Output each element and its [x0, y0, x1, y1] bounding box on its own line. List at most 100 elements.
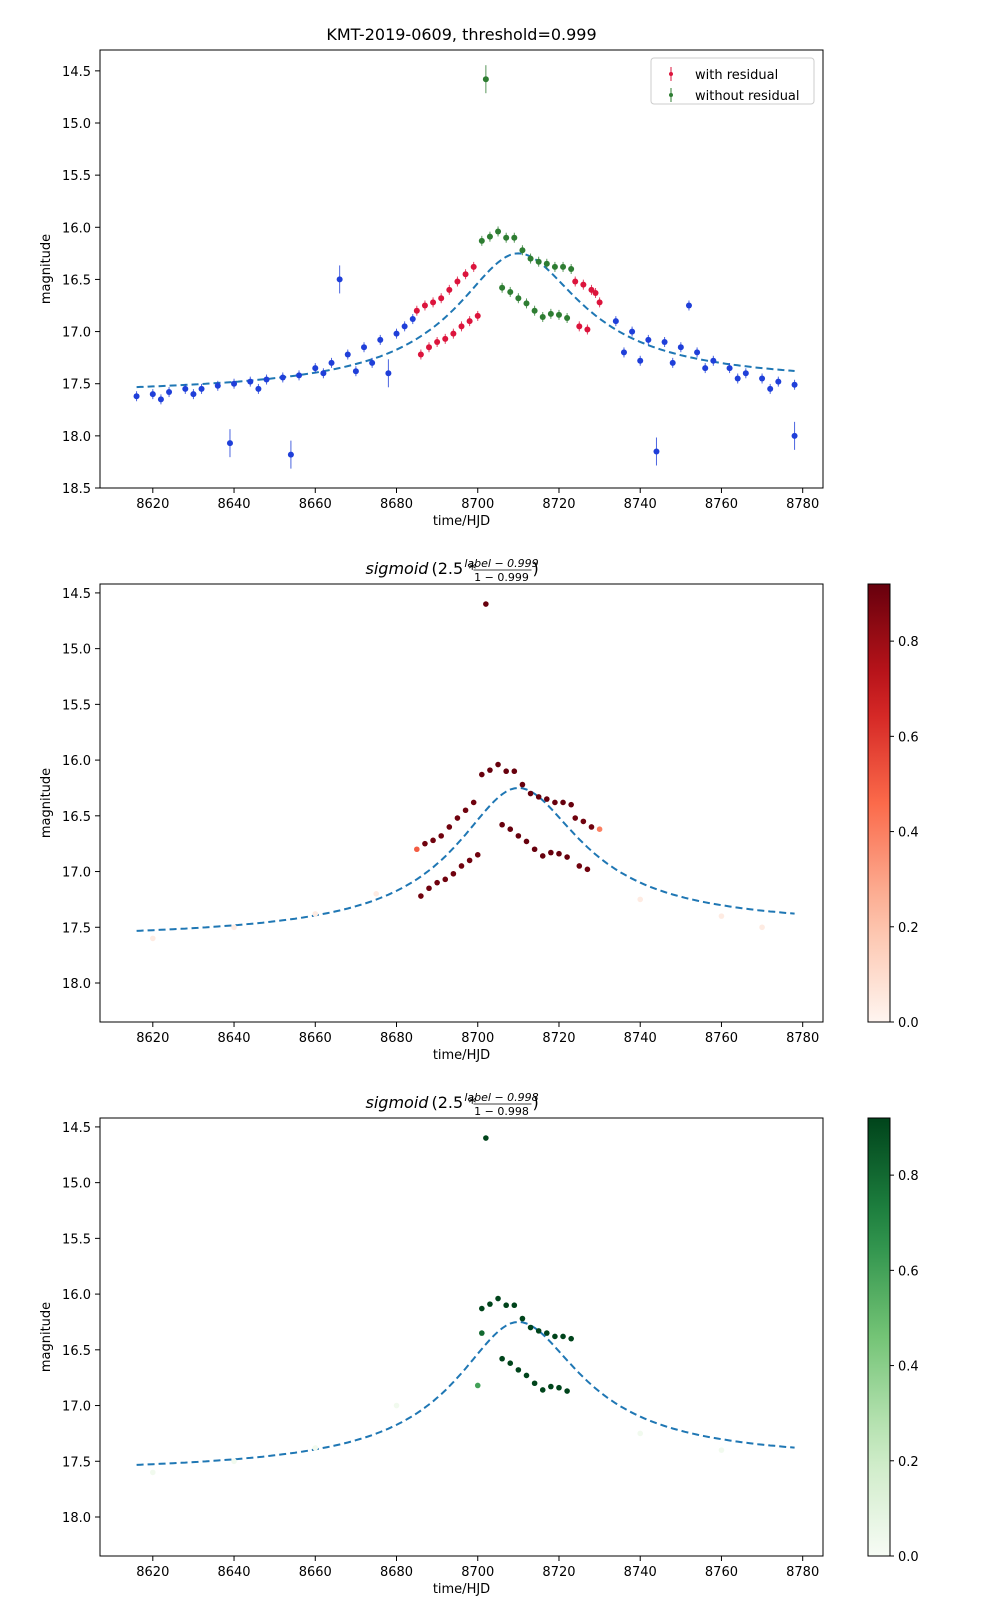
data-point: [499, 284, 506, 291]
data-point: [726, 365, 733, 372]
x-tick-label: 8780: [786, 1031, 819, 1046]
colorbar-tick-label: 0.6: [898, 1264, 919, 1279]
colorbar-tick-label: 0.0: [898, 1016, 919, 1031]
data-point: [336, 276, 343, 283]
data-point: [576, 863, 583, 869]
data-point: [588, 286, 595, 293]
data-point: [580, 281, 587, 288]
data-point: [677, 344, 684, 351]
x-tick-label: 8720: [542, 497, 575, 512]
colorbar-tick-label: 0.4: [898, 826, 919, 841]
data-point: [555, 311, 562, 318]
data-point: [645, 336, 652, 343]
x-tick-label: 8720: [542, 1031, 575, 1046]
data-point: [523, 838, 530, 845]
x-tick-label: 8760: [705, 1031, 738, 1046]
data-point: [434, 339, 441, 345]
data-point: [426, 885, 432, 892]
data-point: [479, 1305, 485, 1312]
data-point: [511, 1302, 518, 1309]
y-tick-label: 16.0: [62, 221, 91, 236]
data-point: [572, 815, 579, 821]
y-tick-label: 17.0: [62, 1400, 91, 1415]
data-point: [312, 365, 319, 372]
x-tick-label: 8660: [299, 1565, 332, 1580]
data-point: [523, 1372, 530, 1379]
data-point: [470, 799, 477, 806]
x-tick-label: 8700: [461, 1031, 494, 1046]
data-point: [734, 375, 741, 382]
data-point: [413, 307, 420, 314]
data-point: [450, 330, 457, 337]
data-point: [150, 1469, 156, 1476]
model-curve: [136, 252, 795, 389]
data-point: [560, 799, 566, 806]
x-tick-label: 8640: [217, 1565, 250, 1580]
data-point: [620, 349, 627, 356]
title-open: (2.5 *: [432, 1093, 477, 1112]
title-open: (2.5 *: [432, 559, 477, 578]
colorbar-bar: [867, 1117, 891, 1557]
colorbar-tick-label: 0.8: [898, 1169, 919, 1184]
data-point: [560, 1333, 566, 1340]
legend-marker: [669, 72, 673, 76]
data-point: [629, 328, 636, 335]
data-point: [401, 323, 408, 330]
y-tick-label: 15.0: [62, 643, 91, 658]
data-point: [487, 1301, 493, 1307]
data-point: [588, 824, 595, 830]
y-tick-label: 16.0: [62, 1288, 91, 1303]
y-axis-label: magnitude: [39, 1302, 54, 1372]
data-point: [767, 385, 774, 392]
data-point: [503, 1302, 509, 1309]
y-tick-label: 16.5: [62, 1344, 91, 1359]
data-point: [637, 357, 644, 364]
x-tick-label: 8620: [136, 1565, 169, 1580]
data-point: [454, 815, 461, 821]
data-point: [511, 768, 518, 775]
data-point: [438, 295, 445, 302]
data-point: [157, 396, 164, 403]
x-tick-label: 8680: [380, 1565, 413, 1580]
y-tick-label: 17.5: [62, 921, 91, 936]
data-point: [495, 228, 502, 235]
data-point: [576, 323, 583, 330]
data-point: [596, 826, 603, 832]
colorbar: 0.0 0.2 0.4 0.6 0.8: [867, 583, 919, 1031]
data-point: [479, 771, 485, 778]
y-tick-label: 16.0: [62, 754, 91, 769]
data-point: [190, 391, 197, 398]
data-point: [584, 866, 591, 873]
data-point: [661, 339, 668, 345]
legend-marker: [669, 93, 673, 97]
data-point: [759, 375, 766, 382]
model-curve: [136, 786, 795, 932]
data-point: [548, 1383, 554, 1390]
x-tick-label: 8740: [624, 497, 657, 512]
y-tick-label: 17.0: [62, 326, 91, 341]
data-point: [539, 853, 546, 859]
colorbar-tick-label: 0.4: [898, 1360, 919, 1375]
colorbar-tick-label: 0.6: [898, 730, 919, 745]
y-axis-label: magnitude: [39, 768, 54, 838]
data-point: [483, 1135, 489, 1141]
data-point: [543, 1330, 550, 1336]
y-tick-label: 17.5: [62, 1455, 91, 1470]
data-point: [584, 326, 591, 333]
data-point: [653, 448, 660, 455]
data-point: [231, 380, 238, 387]
data-point: [421, 302, 428, 309]
data-point: [495, 1295, 501, 1302]
data-point: [515, 295, 522, 302]
data-point: [483, 601, 489, 607]
data-point: [702, 365, 709, 372]
data-point: [568, 801, 574, 808]
data-point: [247, 378, 254, 385]
data-point: [150, 935, 156, 942]
data-point: [482, 76, 489, 83]
title-denominator: 1 − 0.999: [474, 571, 529, 584]
x-tick-label: 8620: [136, 1031, 169, 1046]
data-point: [149, 391, 156, 398]
